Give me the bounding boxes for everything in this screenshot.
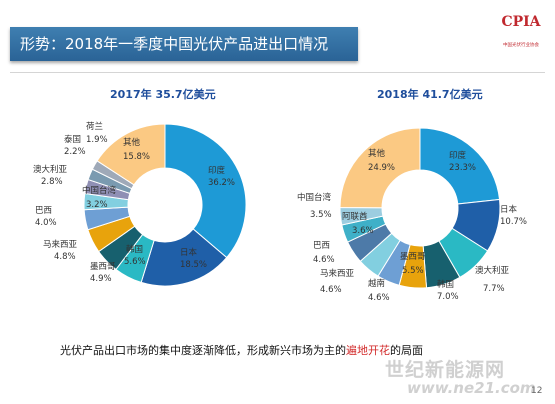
cpia-logo: CPIA 中国光伏行业协会: [492, 14, 550, 54]
slice-value-2017-5: 4.0%: [35, 218, 57, 228]
slice-name-2017-10: 其他: [123, 137, 141, 148]
slice-value-2018-2: 7.7%: [483, 284, 505, 294]
slice-value-2017-1: 18.5%: [180, 260, 207, 270]
slice-value-2017-10: 15.8%: [123, 152, 150, 162]
slice-name-2017-3: 墨西哥: [90, 262, 116, 272]
slice-value-2018-5: 4.6%: [368, 293, 390, 303]
header-divider: [10, 72, 545, 73]
slice-value-2018-4: 5.5%: [402, 266, 424, 276]
slice-name-2018-6: 马来西亚: [320, 269, 355, 279]
slice-name-2018-9: 中国台湾: [297, 192, 332, 203]
logo-subtitle: 中国光伏行业协会: [503, 43, 539, 48]
slice-value-2017-9: 1.9%: [86, 135, 108, 145]
slice-name-2018-8: 阿联酋: [342, 211, 368, 222]
slide-title: 形势：2018年一季度中国光伏产品进出口情况: [20, 35, 329, 53]
slice-value-2018-7: 4.6%: [313, 255, 335, 265]
slice-name-2017-0: 印度: [208, 165, 226, 176]
slice-value-2017-7: 2.8%: [41, 177, 63, 187]
chart-title-2018: 2018年 41.7亿美元: [377, 88, 483, 101]
watermark-text: 世纪新能源网: [385, 359, 506, 381]
slice-name-2017-2: 韩国: [126, 244, 143, 255]
slice-value-2017-6: 3.2%: [86, 200, 108, 210]
slice-value-2017-4: 4.8%: [54, 252, 76, 262]
slice-name-2017-7: 澳大利亚: [33, 164, 68, 175]
donut-2018: [339, 127, 501, 289]
slice-2017-0: [164, 123, 247, 259]
slice-name-2017-5: 巴西: [35, 206, 52, 216]
slice-value-2018-3: 7.0%: [437, 292, 459, 302]
slice-value-2017-0: 36.2%: [208, 178, 235, 188]
slice-name-2017-8: 泰国: [64, 134, 81, 145]
conclusion-before: 光伏产品出口市场的集中度逐渐降低，形成新兴市场为主的: [60, 344, 346, 357]
conclusion-highlight: 遍地开花: [346, 344, 390, 357]
slice-value-2018-10: 24.9%: [368, 163, 395, 173]
slice-value-2017-2: 5.6%: [124, 257, 146, 267]
slice-name-2017-4: 马来西亚: [43, 240, 78, 250]
slice-name-2018-5: 越南: [368, 278, 385, 289]
slice-value-2017-3: 4.9%: [90, 274, 112, 284]
conclusion-after: 的局面: [390, 344, 423, 357]
page-number: 12: [531, 386, 543, 396]
slice-2018-10: [339, 127, 421, 209]
slice-value-2018-0: 23.3%: [449, 163, 476, 173]
slice-name-2018-3: 韩国: [437, 279, 454, 290]
slice-value-2018-8: 3.6%: [352, 226, 374, 236]
slice-name-2018-4: 墨西哥: [400, 252, 426, 262]
logo-text: CPIA: [501, 14, 541, 30]
donut-2017: [83, 123, 247, 287]
slice-2017-10: [96, 123, 166, 186]
slice-name-2018-7: 巴西: [313, 241, 330, 251]
slice-name-2018-10: 其他: [368, 148, 386, 159]
watermark: 世纪新能源网 www.ne21.com: [385, 355, 550, 401]
chart-title-2017: 2017年 35.7亿美元: [110, 88, 216, 101]
slice-value-2017-8: 2.2%: [64, 147, 86, 157]
slice-name-2018-1: 日本: [500, 204, 518, 215]
slice-value-2018-1: 10.7%: [500, 217, 527, 227]
title-bar: 形势：2018年一季度中国光伏产品进出口情况: [10, 27, 358, 61]
watermark-url: www.ne21.com: [407, 379, 536, 397]
conclusion-text: 光伏产品出口市场的集中度逐渐降低，形成新兴市场为主的遍地开花的局面: [60, 342, 423, 358]
slice-value-2018-6: 4.6%: [320, 285, 342, 295]
slice-name-2018-0: 印度: [449, 150, 467, 161]
slice-2018-0: [419, 127, 501, 205]
slice-name-2017-9: 荷兰: [86, 121, 103, 132]
slice-name-2018-2: 澳大利亚: [475, 265, 510, 276]
slice-name-2017-6: 中国台湾: [82, 185, 117, 196]
slice-name-2017-1: 日本: [180, 247, 198, 258]
slice-value-2018-9: 3.5%: [310, 210, 332, 220]
